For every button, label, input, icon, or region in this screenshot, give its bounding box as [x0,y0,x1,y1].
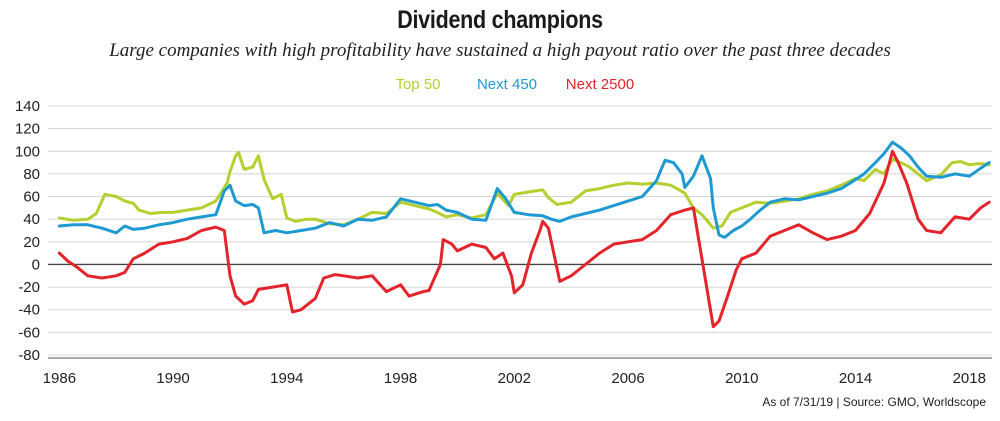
y-tick-label: -20 [18,279,40,296]
x-tick-label: 1986 [43,370,76,387]
y-tick-label: 120 [15,121,40,138]
series-line-next-2500 [57,149,991,329]
x-tick-label: 2018 [953,370,986,387]
x-tick-label: 2002 [498,370,531,387]
y-tick-label: 0 [32,256,40,273]
y-tick-label: 40 [23,211,40,228]
y-tick-label: -60 [18,324,40,341]
series-line-top-50 [57,150,991,230]
x-tick-label: 1998 [384,370,417,387]
x-tick-label: 1990 [156,370,189,387]
y-tick-label: 60 [23,189,40,206]
y-tick-label: 80 [23,166,40,183]
legend-item-next-2500: Next 2500 [566,76,634,93]
x-tick-label: 2006 [611,370,644,387]
x-tick-label: 1994 [270,370,303,387]
y-tick-label: 140 [15,98,40,115]
legend-item-top-50: Top 50 [395,76,440,93]
y-tick-label: -80 [18,347,40,364]
y-tick-label: 20 [23,234,40,251]
legend-item-next-450: Next 450 [477,76,537,93]
series-line-next-450 [57,140,991,239]
x-tick-label: 2010 [725,370,758,387]
source-footnote: As of 7/31/19 | Source: GMO, Worldscope [762,395,986,409]
y-tick-label: -40 [18,302,40,319]
x-tick-label: 2014 [839,370,872,387]
chart-subtitle: Large companies with high profitability … [109,40,891,61]
chart-title: Dividend champions [397,6,603,34]
y-tick-label: 100 [15,143,40,160]
